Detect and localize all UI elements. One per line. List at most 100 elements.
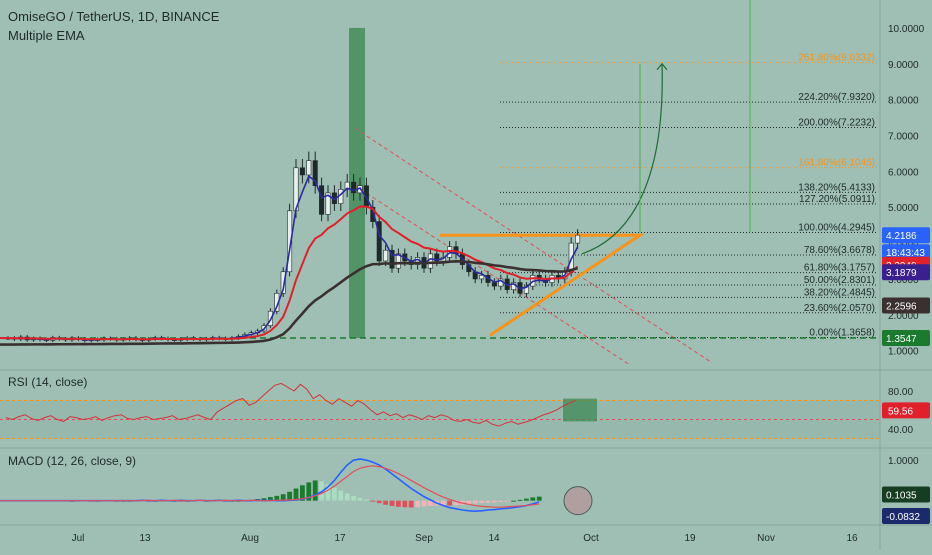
- candle-body: [389, 249, 395, 269]
- x-axis-tick-label: 19: [684, 533, 696, 544]
- macd-histogram-bar: [351, 495, 356, 501]
- macd-histogram-bar: [492, 500, 497, 503]
- x-axis-tick-label: Nov: [757, 533, 775, 544]
- channel-lower-line: [354, 185, 631, 366]
- macd-histogram-bar: [293, 488, 299, 501]
- macd-histogram-bar: [415, 500, 420, 508]
- macd-histogram-bar: [268, 497, 273, 501]
- macd-histogram-bar: [408, 500, 414, 508]
- candle-body: [523, 285, 529, 294]
- x-axis-tick-label: Oct: [583, 533, 599, 544]
- macd-value-badge: [882, 508, 930, 525]
- candle-body: [427, 253, 433, 269]
- x-axis-tick-label: 13: [139, 533, 151, 544]
- macd-histogram-bar: [440, 500, 446, 506]
- fib-level-label: 100.00%(4.2945): [798, 223, 875, 234]
- fib-level-label: 224.20%(7.9320): [798, 92, 875, 103]
- macd-histogram-bar: [504, 500, 510, 502]
- price-badge-label: 1.3547: [886, 334, 917, 345]
- macd-histogram-bar: [306, 482, 312, 501]
- macd-histogram-bar: [396, 500, 401, 507]
- candle-body: [395, 253, 401, 269]
- y-axis-tick-label: 8.0000: [888, 96, 919, 107]
- y-axis-tick-label: 10.0000: [888, 24, 925, 35]
- ema-line: [0, 260, 578, 346]
- macd-histogram-bar: [332, 487, 337, 501]
- rsi-axis-tick-label: 80.00: [888, 387, 913, 398]
- macd-cross-highlight: [563, 486, 593, 516]
- candle-body: [491, 282, 497, 287]
- y-axis-tick-label: 1.0000: [888, 347, 919, 358]
- x-axis-tick-label: Aug: [241, 533, 259, 544]
- fib-level-label: 200.00%(7.2232): [798, 118, 875, 129]
- macd-axis-tick-label: 1.0000: [888, 456, 919, 467]
- macd-histogram-bar: [389, 500, 395, 506]
- macd-histogram-bar: [453, 500, 459, 506]
- price-badge-label: 2.2596: [886, 301, 917, 312]
- candle-body: [280, 271, 286, 294]
- macd-histogram-bar: [524, 498, 529, 501]
- macd-histogram-bar: [530, 497, 536, 501]
- fib-level-label: 127.20%(5.0911): [799, 194, 875, 205]
- y-axis-tick-label: 5.0000: [888, 203, 919, 214]
- fib-level-label: 161.80%(6.1045): [798, 158, 875, 169]
- ema-line: [0, 205, 579, 341]
- projection-arrowhead: [656, 62, 668, 71]
- x-axis-tick-label: Sep: [415, 533, 433, 544]
- rsi-value-label: 59.56: [888, 406, 913, 417]
- macd-histogram-bar: [485, 500, 491, 503]
- candle-body: [319, 185, 325, 215]
- macd-histogram-bar: [421, 500, 427, 507]
- macd-histogram-bar: [536, 496, 542, 501]
- price-badge: [882, 264, 930, 281]
- fib-level-label: 23.60%(2.0570): [804, 303, 875, 314]
- fib-level-label: 261.80%(9.0332): [798, 53, 875, 64]
- fib-level-label: 50.00%(2.8301): [804, 275, 875, 286]
- candle-body: [299, 167, 305, 176]
- macd-histogram-bar: [402, 500, 408, 508]
- triangle-pattern: [440, 233, 645, 337]
- macd-histogram-bar: [447, 500, 452, 506]
- price-badge-label: 18:43:43: [886, 248, 925, 259]
- rsi-axis-tick-label: 40.00: [888, 425, 913, 436]
- macd-histogram-bar: [274, 495, 280, 501]
- macd-histogram-bar: [364, 499, 369, 501]
- macd-histogram-bar: [370, 500, 376, 502]
- macd-histogram-bar: [517, 499, 523, 501]
- price-badge-label: 3.1879: [886, 268, 917, 279]
- macd-histogram-bar: [344, 493, 350, 501]
- x-axis-tick-label: 14: [488, 533, 500, 544]
- y-axis-tick-label: 7.0000: [888, 132, 919, 143]
- rsi-label: RSI (14, close): [8, 375, 88, 389]
- macd-histogram-bar: [479, 500, 484, 504]
- fib-level-label: 61.80%(3.1757): [804, 263, 875, 274]
- macd-histogram-bar: [197, 500, 203, 502]
- candle-body: [370, 206, 376, 222]
- x-axis-tick-label: Jul: [72, 533, 85, 544]
- candle-body: [312, 160, 318, 187]
- candle-body: [434, 253, 440, 262]
- candle-body: [479, 275, 485, 280]
- rsi-line: [5, 382, 576, 427]
- fib-level-label: 138.20%(5.4133): [798, 182, 875, 193]
- candle-body: [575, 234, 581, 244]
- x-axis-tick-label: 17: [334, 533, 346, 544]
- candle-body: [351, 181, 357, 194]
- macd-histogram-bar: [383, 500, 388, 505]
- macd-histogram-bar: [498, 500, 504, 502]
- macd-signal-line: [0, 465, 540, 508]
- macd-histogram-bar: [325, 484, 331, 501]
- price-badge: [882, 244, 930, 261]
- fib-level-label: 38.20%(2.4845): [804, 287, 875, 298]
- indicator-name: Multiple EMA: [8, 28, 85, 43]
- candle-body: [287, 210, 293, 273]
- macd-histogram-bar: [376, 500, 382, 504]
- y-axis-tick-label: 2.0000: [888, 311, 919, 322]
- candle-body: [306, 160, 312, 176]
- rsi-value-badge: [882, 402, 930, 419]
- macd-histogram-bar: [287, 491, 292, 501]
- macd-histogram-bar: [472, 500, 478, 504]
- volume-spike-highlight: [349, 27, 365, 339]
